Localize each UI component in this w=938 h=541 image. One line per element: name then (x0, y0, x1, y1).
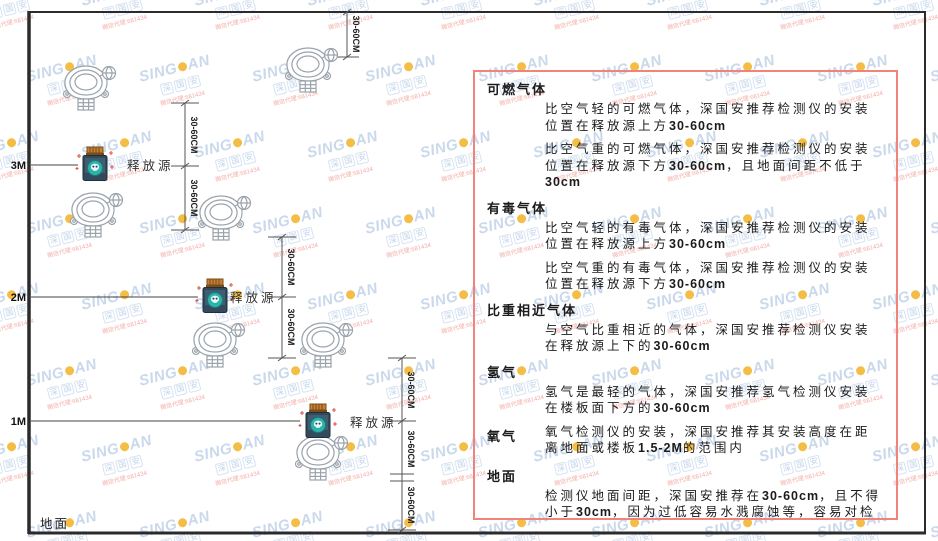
section-paragraph: 检测仪地面间距，深国安推荐在30-60cm，且不得小于30cm，因为过低容易水溅… (545, 488, 882, 519)
section-heading: 氢气 (487, 364, 518, 380)
level-label-2m: 2M (11, 292, 26, 304)
section-paragraph: 比空气重的可燃气体，深国安推荐检测仪的安装位置在释放源下方30-60cm，且地面… (545, 142, 871, 189)
dim-label-1m-below: 30-60CM (406, 430, 416, 467)
section-heading: 比重相近气体 (487, 302, 578, 318)
installation-guide-panel: 可燃气体 比空气轻的可燃气体，深国安推荐检测仪的安装位置在释放源上方30-60c… (473, 70, 898, 520)
dim-label-1m-above: 30-60CM (406, 371, 416, 408)
dim-label-3m-above: 30-60CM (189, 116, 199, 153)
section-paragraph: 与空气比重相近的气体，深国安推荐检测仪安装在释放源上下的30-60cm (545, 322, 871, 354)
section-toxic-gas: 有毒气体 比空气轻的有毒气体，深国安推荐检测仪的安装位置在释放源上方30-60c… (487, 198, 884, 293)
section-oxygen: 氧气 氧气检测仪的安装，深国安推荐其安装高度在距离地面或楼板1.5-2M的范围内 (487, 424, 884, 464)
dim-label-2m-above: 30-60CM (286, 248, 296, 285)
section-heading: 氧气 (487, 428, 518, 444)
release-source-icon (297, 403, 338, 439)
section-similar-density-gas: 比重相近气体 与空气比重相近的气体，深国安推荐检测仪安装在释放源上下的30-60… (487, 300, 884, 355)
section-paragraph: 比空气轻的可燃气体，深国安推荐检测仪的安装位置在释放源上方30-60cm (545, 102, 871, 133)
section-ground: 地面 检测仪地面间距，深国安推荐在30-60cm，且不得小于30cm，因为过低容… (487, 466, 884, 519)
section-heading: 有毒气体 (487, 200, 548, 216)
detector-icon (197, 195, 252, 241)
detector-icon (294, 435, 349, 481)
section-paragraph: 氢气是最轻的气体，深国安推荐氢气检测仪安装在楼板面下方的30-60cm (545, 384, 871, 416)
release-source-icon (74, 146, 115, 182)
ground-label: 地面 (40, 517, 69, 531)
release-source-icon (194, 278, 235, 314)
dim-label-3m-below: 30-60CM (189, 179, 199, 216)
section-hydrogen: 氢气 氢气是最轻的气体，深国安推荐氢气检测仪安装在楼板面下方的30-60cm (487, 362, 884, 417)
section-heading: 可燃气体 (487, 82, 548, 97)
section-heading: 地面 (487, 468, 518, 484)
section-paragraph: 氧气检测仪的安装，深国安推荐其安装高度在距离地面或楼板1.5-2M的范围内 (545, 424, 871, 456)
detector-icon (299, 322, 354, 368)
release-source-label: 释放源 (127, 158, 174, 173)
section-paragraph: 比空气重的有毒气体，深国安推荐检测仪的安装位置在释放源下方30-60cm (545, 260, 871, 292)
level-label-1m: 1M (11, 416, 26, 428)
dim-label-2m-below: 30-60CM (286, 308, 296, 345)
dim-label-ceiling: 30-60CM (351, 15, 361, 52)
dim-label-ground-gap: 30-60CM (406, 486, 416, 523)
detector-icon (69, 192, 124, 238)
section-combustible-gas: 可燃气体 比空气轻的可燃气体，深国安推荐检测仪的安装位置在释放源上方30-60c… (487, 79, 884, 191)
release-sources (74, 146, 338, 439)
detector-icon (191, 322, 246, 368)
level-label-3m: 3M (11, 160, 26, 172)
release-source-label: 释放源 (350, 415, 397, 430)
room-frame (27, 11, 926, 535)
section-paragraph: 比空气轻的有毒气体，深国安推荐检测仪的安装位置在释放源上方30-60cm (545, 220, 871, 252)
detector-icon (62, 65, 117, 111)
detector-icon (284, 47, 339, 93)
dimension-lines (171, 8, 416, 534)
release-source-label: 释放源 (230, 290, 277, 305)
